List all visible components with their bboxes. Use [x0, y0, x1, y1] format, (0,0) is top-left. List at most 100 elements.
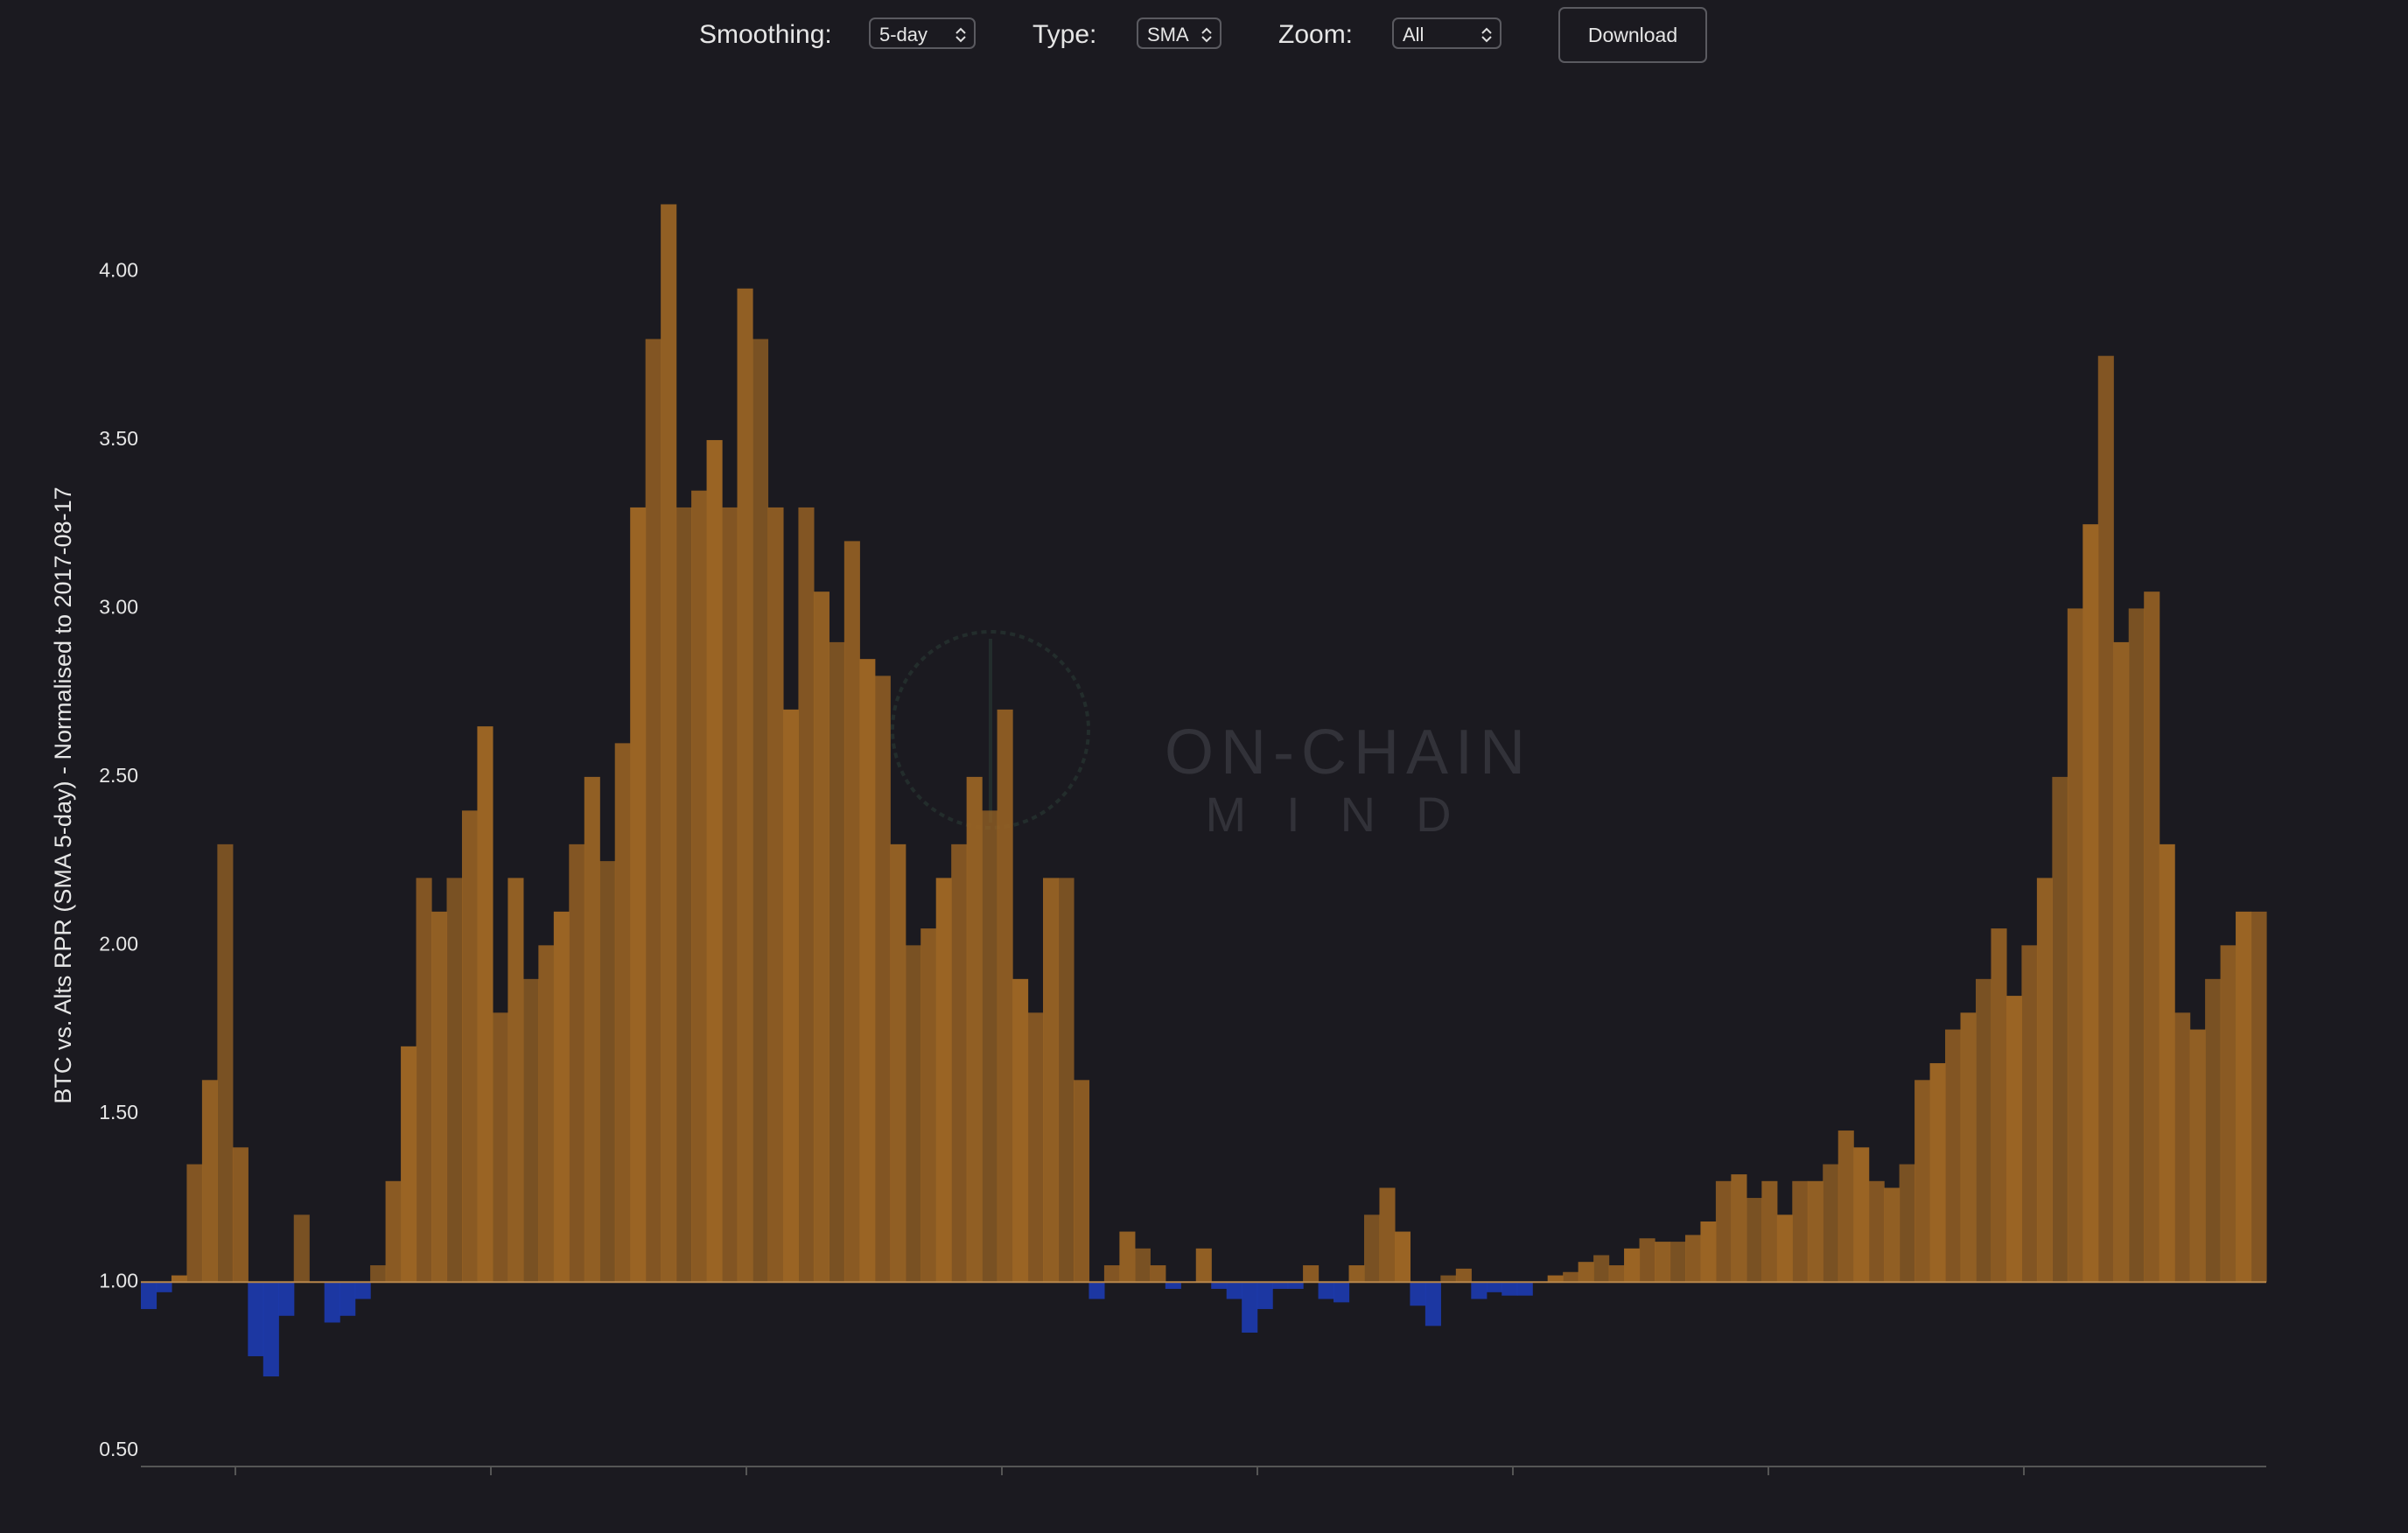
area-slice — [1394, 1231, 1411, 1283]
area-slice — [248, 1282, 264, 1356]
area-slice — [920, 928, 937, 1283]
area-slice — [1715, 1180, 1732, 1283]
area-slice — [1440, 1275, 1457, 1283]
area-slice — [461, 810, 479, 1283]
area-slice — [1578, 1262, 1594, 1283]
area-slice — [1563, 1271, 1579, 1283]
area-slice — [370, 1265, 387, 1283]
area-slice — [1807, 1180, 1824, 1283]
area-slice — [1776, 1214, 1793, 1283]
select-arrows — [1481, 27, 1492, 43]
type-label: Type: — [1032, 20, 1097, 49]
area-slice — [201, 1080, 218, 1283]
area-slice — [798, 507, 815, 1283]
area-slice — [2006, 996, 2023, 1283]
area-slice — [1761, 1180, 1778, 1283]
area-slice — [1731, 1174, 1747, 1283]
area-slice — [522, 978, 539, 1283]
area-slice — [492, 1012, 508, 1283]
area-slice — [1226, 1282, 1242, 1299]
area-slice — [1318, 1282, 1334, 1299]
area-slice — [935, 878, 952, 1283]
area-slice — [1823, 1164, 1839, 1283]
y-tick-label: 0.50 — [99, 1438, 138, 1460]
area-slice — [1119, 1231, 1136, 1283]
select-arrows — [1201, 27, 1212, 43]
area-slice — [874, 676, 891, 1283]
area-slice — [706, 439, 723, 1283]
y-tick-label: 4.00 — [99, 259, 138, 282]
smoothing-select[interactable]: 5-day — [869, 18, 976, 49]
area-slice — [1684, 1235, 1702, 1283]
area-slice — [1211, 1282, 1228, 1289]
area-slice — [569, 844, 585, 1283]
watermark-text: ON-CHAIN — [1165, 718, 1532, 788]
watermark: ON-CHAIN MIND — [891, 630, 1532, 842]
area-slice — [1043, 878, 1060, 1283]
y-tick-label: 1.50 — [99, 1101, 138, 1124]
area-slice — [997, 709, 1013, 1283]
area-slice — [1272, 1282, 1289, 1289]
area-slice — [1242, 1282, 1258, 1334]
area-slice — [1593, 1255, 1610, 1283]
area-slice — [782, 709, 800, 1283]
area-slice — [1639, 1238, 1656, 1283]
area-slice — [431, 911, 448, 1283]
area-slice — [630, 507, 647, 1283]
area-slice — [1103, 1265, 1120, 1283]
area-slice — [416, 878, 432, 1283]
type-select[interactable]: SMA — [1137, 18, 1222, 49]
area-slice — [1868, 1180, 1885, 1283]
area-slice — [2250, 911, 2267, 1283]
area-slice — [1960, 1012, 1977, 1283]
area-slice — [293, 1214, 310, 1283]
select-arrows — [956, 27, 966, 43]
smoothing-value: 5-day — [879, 24, 928, 46]
area-slice — [141, 1282, 158, 1310]
watermark-text: MIND — [1205, 787, 1491, 842]
area-slice — [1655, 1242, 1671, 1283]
area-slice — [1134, 1248, 1151, 1283]
y-tick-label: 2.00 — [99, 932, 138, 955]
area-slice — [1363, 1214, 1381, 1283]
area-slice — [1424, 1282, 1441, 1326]
area-slice — [1792, 1180, 1809, 1283]
area-slice — [324, 1282, 340, 1323]
area-slice — [1303, 1265, 1320, 1283]
area-slice — [2205, 978, 2222, 1283]
area-slice — [1991, 928, 2007, 1283]
area-slice — [844, 541, 860, 1283]
area-slice — [752, 339, 769, 1283]
area-slice — [2128, 608, 2145, 1283]
watermark-logo — [891, 630, 1090, 830]
area-slice — [186, 1164, 203, 1283]
area-slice — [2052, 776, 2068, 1283]
area-slice — [1624, 1248, 1641, 1283]
area-slice — [401, 1046, 417, 1283]
y-tick-label: 3.00 — [99, 595, 138, 618]
y-tick-label: 1.00 — [99, 1269, 138, 1292]
download-button[interactable]: Download — [1558, 7, 1707, 63]
area-slice — [1058, 878, 1074, 1283]
area-slice — [767, 507, 784, 1283]
area-slice — [2021, 945, 2038, 1283]
area-slice — [1410, 1282, 1426, 1306]
area-slice — [829, 641, 845, 1283]
area-slice — [2082, 524, 2099, 1283]
zoom-select[interactable]: All — [1392, 18, 1502, 49]
area-slice — [171, 1275, 188, 1283]
area-slice — [1975, 978, 1992, 1283]
area-slice — [1516, 1282, 1533, 1296]
area-slice — [1348, 1265, 1365, 1283]
area-slice — [2067, 608, 2083, 1283]
area-slice — [813, 592, 830, 1283]
area-slice — [1150, 1265, 1166, 1283]
area-slice — [1165, 1282, 1181, 1289]
area-slice — [2236, 911, 2252, 1283]
area-slice — [737, 288, 753, 1283]
area-slice — [599, 861, 616, 1283]
zoom-label: Zoom: — [1278, 20, 1354, 49]
area-slice — [1700, 1221, 1717, 1283]
area-slice — [2036, 878, 2053, 1283]
